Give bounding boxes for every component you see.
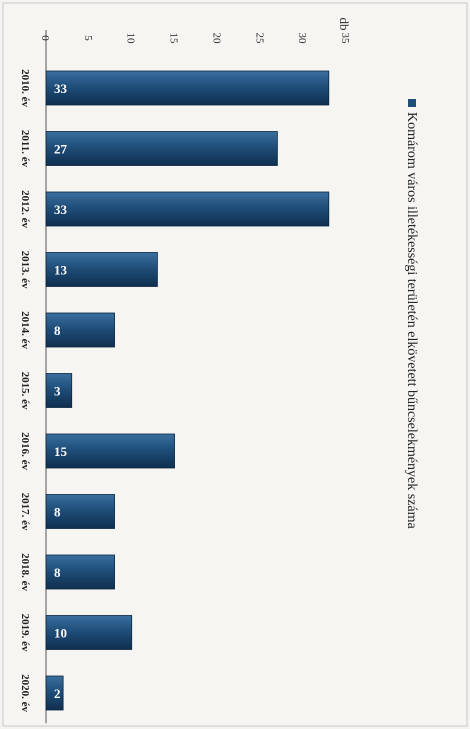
category-label: 2018. év	[19, 553, 31, 591]
data-label: 8	[54, 323, 61, 338]
category-label: 2017. év	[19, 493, 31, 531]
bar	[45, 312, 115, 348]
bar	[45, 554, 115, 590]
bar	[45, 615, 133, 650]
bar	[45, 70, 330, 106]
bar	[45, 433, 175, 469]
category-label: 2014. év	[19, 311, 31, 349]
data-label: 10	[54, 626, 67, 641]
data-label: 13	[54, 263, 68, 278]
tick-label: 15	[168, 33, 180, 45]
tick-label: 0	[39, 35, 51, 41]
bar	[45, 494, 115, 529]
category-label: 2020. év	[19, 674, 31, 712]
data-label: 33	[54, 202, 68, 217]
tick-label: 20	[210, 33, 222, 45]
category-label: 2015. év	[19, 372, 31, 410]
bar	[45, 252, 158, 287]
category-label: 2011. év	[19, 130, 31, 168]
tick-label: 35	[339, 33, 351, 45]
data-label: 8	[54, 565, 61, 580]
category-label: 2019. év	[19, 614, 31, 652]
category-label: 2010. év	[19, 69, 31, 107]
category-label: 2012. év	[19, 190, 31, 228]
legend: Komárom város illetékességi területén el…	[404, 99, 419, 530]
category-label: 2016. év	[19, 432, 31, 470]
data-label: 33	[54, 81, 68, 96]
legend-entry: Komárom város illetékességi területén el…	[404, 112, 419, 530]
bar	[45, 191, 330, 227]
data-label: 27	[54, 142, 68, 157]
tick-label: 10	[125, 33, 137, 45]
legend-swatch	[408, 99, 416, 107]
data-label: 8	[54, 505, 61, 520]
tick-label: 5	[82, 35, 94, 41]
bar	[45, 373, 73, 408]
category-label: 2013. év	[19, 251, 31, 289]
bar	[45, 675, 64, 711]
tick-label: 25	[253, 33, 265, 45]
plot-area: 0 5 10 15 20 25 30 35 db 33 2010. év 27 2011. év 33 20…	[19, 18, 352, 724]
data-label: 15	[54, 444, 68, 459]
tick-label: 30	[296, 33, 308, 45]
data-label: 2	[54, 686, 61, 701]
value-axis-unit: db	[337, 18, 352, 31]
data-label: 3	[54, 384, 61, 399]
bar	[45, 131, 278, 166]
